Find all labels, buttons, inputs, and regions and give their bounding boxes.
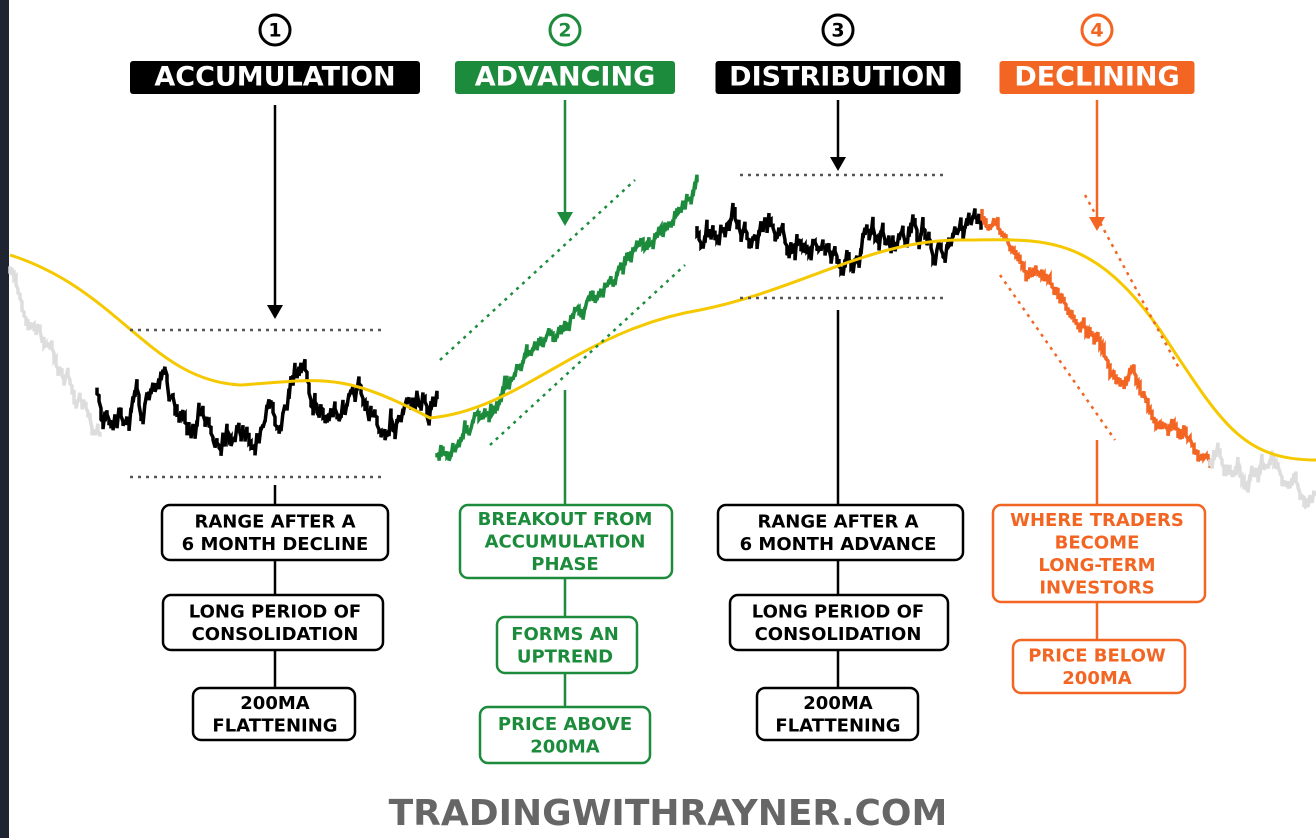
phase-title-bg — [715, 61, 961, 94]
left-edge — [0, 0, 9, 838]
range-line — [998, 274, 1117, 441]
price-line — [695, 202, 983, 278]
phase-title-bg — [999, 61, 1195, 94]
price-line — [95, 358, 439, 456]
phase-title: DECLINING — [1014, 62, 1179, 93]
phase-title: DISTRIBUTION — [729, 62, 947, 93]
note-box — [716, 503, 965, 562]
phase-number-circle — [258, 13, 292, 47]
phase-number: 2 — [558, 20, 571, 42]
note-text: 200MA — [530, 736, 599, 757]
note-text: 200MA — [803, 693, 872, 714]
note-box — [191, 686, 357, 742]
note-text: 200MA — [1062, 668, 1131, 689]
note-text: LONG PERIOD OF — [189, 601, 361, 622]
arrow-head — [1089, 217, 1105, 231]
footer: TRADINGWITHRAYNER.COM — [389, 793, 948, 834]
note-text: UPTREND — [517, 646, 613, 667]
note-box — [160, 503, 390, 562]
note-text: INVESTORS — [1039, 577, 1154, 598]
note-box — [161, 593, 385, 652]
phase-number-circle — [821, 13, 855, 47]
note-text: PHASE — [531, 554, 598, 575]
arrow-head — [557, 212, 573, 226]
note-text: FORMS AN — [511, 624, 619, 645]
note-text: PRICE BELOW — [1028, 645, 1166, 666]
note-box — [495, 615, 639, 675]
note-text: LONG PERIOD OF — [752, 601, 924, 622]
price-line — [435, 174, 699, 462]
arrow-head — [267, 305, 283, 319]
note-text: ACCUMULATION — [485, 532, 646, 553]
phase-title: ADVANCING — [475, 62, 655, 93]
note-text: LONG-TERM — [1038, 555, 1155, 576]
phase-number: 4 — [1090, 20, 1103, 42]
moving-average — [9, 238, 1316, 462]
note-box — [458, 503, 674, 580]
note-box — [1011, 638, 1187, 695]
price-line — [1208, 442, 1316, 510]
phase-number-circle — [548, 13, 582, 47]
arrow-head — [830, 157, 846, 171]
note-text: PRICE ABOVE — [498, 714, 632, 735]
phase-number: 3 — [831, 20, 844, 42]
note-text: FLATTENING — [775, 715, 900, 736]
note-text: BECOME — [1055, 532, 1140, 553]
note-text: BREAKOUT FROM — [478, 509, 653, 530]
price-line — [8, 266, 102, 437]
note-text: CONSOLIDATION — [192, 624, 359, 645]
phase-title: ACCUMULATION — [154, 62, 395, 93]
note-text: 6 MONTH ADVANCE — [740, 534, 937, 555]
note-text: WHERE TRADERS — [1010, 510, 1184, 531]
note-text: RANGE AFTER A — [194, 511, 355, 532]
price-line — [980, 209, 1214, 469]
note-text: FLATTENING — [212, 715, 337, 736]
note-box — [755, 686, 920, 742]
note-text: 200MA — [240, 693, 309, 714]
note-text: CONSOLIDATION — [755, 624, 922, 645]
note-box — [728, 593, 950, 652]
note-box — [478, 705, 652, 765]
phase-title-bg — [130, 61, 420, 94]
phase-number-circle — [1080, 13, 1114, 47]
note-text: RANGE AFTER A — [757, 511, 918, 532]
note-box — [991, 503, 1207, 604]
note-text: 6 MONTH DECLINE — [182, 534, 369, 555]
phase-title-bg — [455, 61, 675, 94]
phase-number: 1 — [268, 20, 281, 42]
